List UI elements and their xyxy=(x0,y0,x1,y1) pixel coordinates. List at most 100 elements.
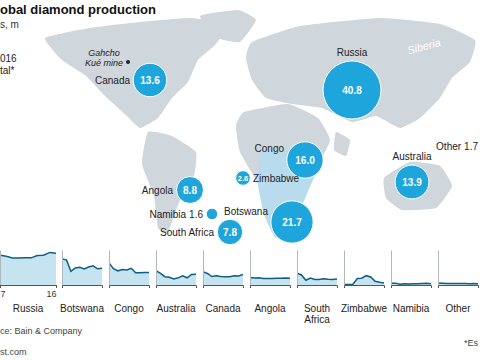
area xyxy=(0,252,56,285)
line xyxy=(62,259,102,271)
panel-label-line: Botswana xyxy=(60,303,104,314)
panel-label: Botswana xyxy=(60,303,104,314)
bubble xyxy=(206,208,217,219)
panel-label: Canada xyxy=(205,303,240,314)
panel: Other xyxy=(438,251,479,315)
data-label: 21.7 xyxy=(282,217,302,228)
country-name: Canada xyxy=(95,75,130,86)
data-label: 1.6 xyxy=(189,209,203,220)
bubble xyxy=(323,61,381,119)
landmass xyxy=(334,132,350,156)
x-axis-line xyxy=(392,286,432,289)
area xyxy=(62,259,102,285)
panel-label-line: Zimbabwe xyxy=(341,303,388,314)
data-label: 1.7 xyxy=(464,141,478,152)
x-axis xyxy=(392,286,432,289)
country-name: Australia xyxy=(393,151,432,162)
line xyxy=(156,271,196,279)
area xyxy=(297,273,337,285)
panel-label: Australia xyxy=(157,303,196,314)
x-axis xyxy=(298,286,338,289)
landmass xyxy=(45,18,228,128)
line xyxy=(438,282,478,284)
y-axis xyxy=(109,251,110,286)
data-label: 16.0 xyxy=(295,155,315,166)
bubble xyxy=(395,165,429,199)
plot-area xyxy=(203,272,243,285)
area xyxy=(438,283,478,285)
y-axis-line xyxy=(438,251,439,286)
plot-area xyxy=(62,259,102,285)
panel-label: Russia xyxy=(13,303,44,314)
plot-area xyxy=(109,263,149,285)
source: ce: Bain & Company xyxy=(0,326,83,336)
area xyxy=(203,272,243,285)
country-name: South Africa xyxy=(160,227,214,238)
y-axis-line xyxy=(62,251,63,286)
area xyxy=(344,276,384,285)
plot-area xyxy=(438,283,478,285)
x-axis-line xyxy=(204,286,244,289)
panel: Congo xyxy=(109,251,150,315)
landmass xyxy=(200,10,256,42)
data-label: 13.6 xyxy=(140,75,160,86)
bubble-label: Namibia1.6 xyxy=(149,209,203,220)
y-axis-line xyxy=(109,251,110,286)
tick-label: 16 xyxy=(46,289,56,299)
plot-area xyxy=(297,273,337,285)
country-name: Zimbabwe xyxy=(253,173,300,184)
panel-label: Other xyxy=(445,303,471,314)
panel-label-line: Namibia xyxy=(393,303,430,314)
plot-area xyxy=(156,271,196,285)
y-axis-line xyxy=(391,251,392,286)
panel: Zimbabwe xyxy=(341,251,388,315)
y-axis xyxy=(156,251,157,286)
x-axis-line xyxy=(251,286,291,289)
tick-mark xyxy=(56,285,57,288)
bubble xyxy=(177,177,204,204)
mine-label: Gahcho xyxy=(88,48,120,58)
panel: SouthAfrica xyxy=(297,251,338,326)
y-axis xyxy=(62,251,63,286)
panel-label-line: South xyxy=(304,303,330,314)
y-axis-line xyxy=(344,251,345,286)
panel-label-line: Russia xyxy=(13,303,44,314)
panel-label-line: Angola xyxy=(254,303,286,314)
panel-label-line: Congo xyxy=(114,303,144,314)
region-label: Siberia xyxy=(406,36,442,56)
line xyxy=(391,283,431,284)
x-axis-line xyxy=(63,286,103,289)
panel-label-line: Canada xyxy=(205,303,240,314)
line xyxy=(109,263,149,273)
legend-note: 016 xyxy=(0,53,17,64)
data-label: 7.8 xyxy=(223,227,237,238)
panel-label: Namibia xyxy=(393,303,430,314)
y-axis xyxy=(297,251,298,286)
area xyxy=(109,263,149,285)
title: obal diamond production xyxy=(0,2,156,17)
bubble xyxy=(133,63,166,96)
background xyxy=(0,0,480,360)
footnote: *Es xyxy=(464,338,479,348)
x-axis xyxy=(157,286,197,289)
line xyxy=(297,273,337,280)
panel: 716Russia xyxy=(0,251,57,315)
bubble xyxy=(271,201,313,243)
line xyxy=(250,277,290,278)
subtitle: s, m xyxy=(0,19,19,30)
line xyxy=(203,272,243,277)
country-name: Botswana xyxy=(224,206,268,217)
x-axis xyxy=(63,286,103,289)
panel-label-line: Australia xyxy=(157,303,196,314)
plot-area xyxy=(344,276,384,285)
panel: Australia xyxy=(156,251,197,315)
x-axis xyxy=(439,286,479,289)
y-axis-line xyxy=(0,251,1,286)
plot-area xyxy=(0,252,56,285)
y-axis xyxy=(0,251,1,286)
panel-label: Zimbabwe xyxy=(341,303,388,314)
y-axis-line xyxy=(203,251,204,286)
y-axis-line xyxy=(156,251,157,286)
x-axis-line xyxy=(110,286,150,289)
mine-marker xyxy=(126,60,130,64)
